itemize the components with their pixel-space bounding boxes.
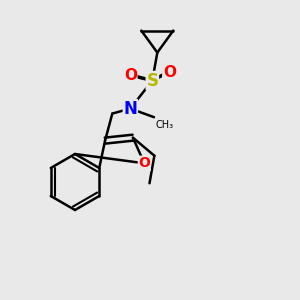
Text: N: N bbox=[123, 100, 137, 118]
Text: CH₃: CH₃ bbox=[156, 120, 174, 130]
Text: O: O bbox=[163, 65, 176, 80]
Text: S: S bbox=[146, 72, 158, 90]
Text: O: O bbox=[138, 156, 150, 170]
Text: O: O bbox=[124, 68, 137, 83]
